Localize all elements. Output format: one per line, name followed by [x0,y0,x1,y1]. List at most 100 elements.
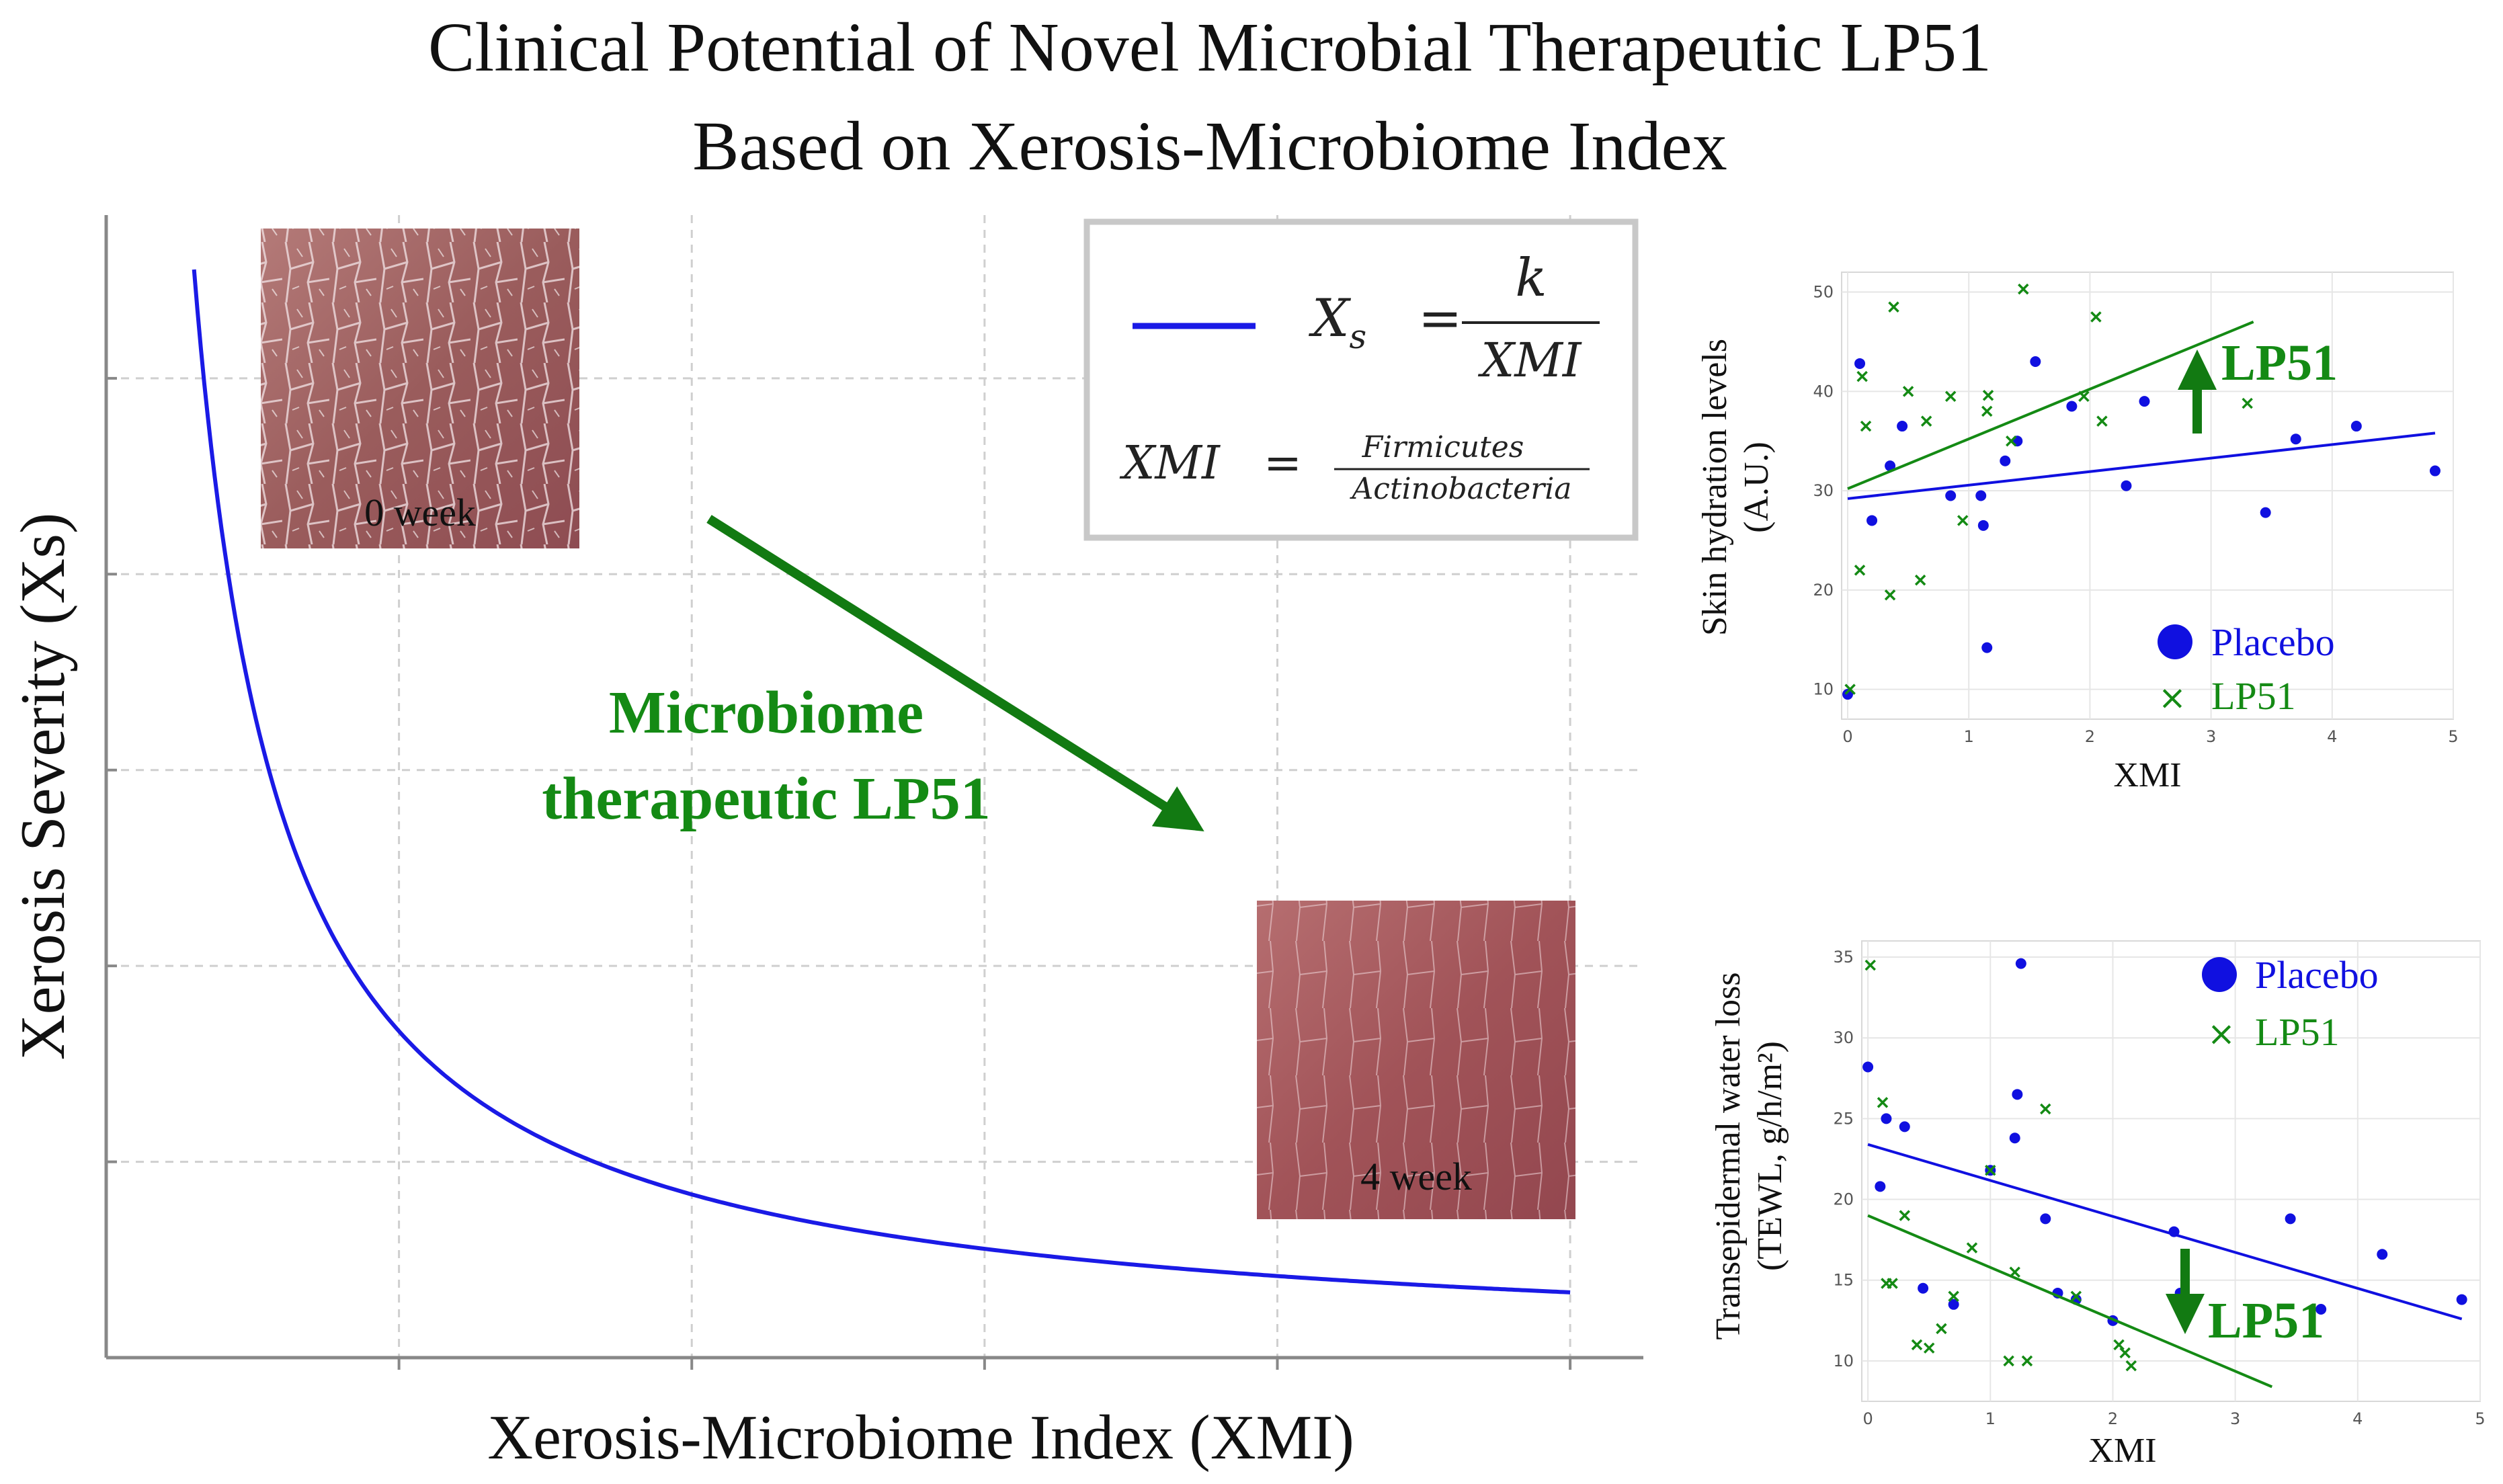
tewl-chart: 0 1 2 3 4 5 10 15 20 25 30 35 XMI Transepidermal wa… [1709,940,2486,1470]
hyd-y-tick-label-3: 40 [1813,382,1834,401]
hyd-lp51-point-5 [1888,301,1899,313]
hydration-legend-lp51-x: × [2158,678,2186,717]
tewl-lp51-point-17 [2119,1347,2131,1359]
hyd-x-tick-label-0: 0 [1842,727,1852,746]
formula-firmicutes: Firmicutes [1362,430,1524,464]
formula-actinobacteria: Actinobacteria [1349,472,1571,506]
hyd-placebo-point-13 [2121,480,2132,491]
formula-xmi-lhs: XMI [1119,437,1221,490]
figure-title-line2: Based on Xerosis-Microbiome Index [692,108,1727,185]
tewl-x-tick-label-0: 0 [1862,1409,1873,1428]
hyd-lp51-point-8 [1920,415,1932,427]
tewl-y-tick-label-0: 10 [1833,1352,1854,1370]
tewl-lp51-point-8 [1948,1290,1959,1303]
tewl-y-tick-label-3: 25 [1833,1109,1854,1128]
before-image-label: 0 week [364,491,476,534]
hyd-placebo-point-15 [2260,507,2271,518]
hyd-x-tick-label-1: 1 [1964,727,1974,746]
tewl-placebo-point-17 [2315,1304,2327,1315]
annotation-line1: Microbiome [609,679,924,746]
tewl-lp51-point-3 [1887,1278,1898,1289]
figure-title-line1: Clinical Potential of Novel Microbial Th… [428,9,1992,86]
hyd-lp51-point-12 [1982,390,1994,401]
tewl-lp51-point-5 [1911,1339,1923,1351]
hydration-ticks: 0 1 2 3 4 5 10 20 30 40 50 [1813,283,2458,746]
hyd-y-tick-label-4: 50 [1813,283,1834,302]
tewl-x-tick-label-4: 4 [2352,1409,2363,1428]
hyd-x-tick-label-4: 4 [2327,727,2337,746]
tewl-lp51-point-9 [1966,1242,1978,1253]
hyd-placebo-point-11 [2030,356,2041,367]
hyd-lp51-point-13 [2006,435,2017,447]
hyd-fit-placebo [1847,431,2436,500]
hyd-placebo-point-5 [1945,490,1957,501]
hyd-placebo-point-2 [1866,515,1878,526]
hydration-grid [1841,272,2454,720]
hyd-placebo-point-8 [1981,642,1993,653]
tewl-placebo-point-14 [2168,1226,2180,1237]
hyd-lp51-point-4 [1884,589,1896,601]
hyd-placebo-point-12 [2066,401,2078,412]
tewl-y-label-2: (TEWL, g/h/m²) [1751,1041,1789,1271]
hyd-placebo-point-18 [2429,465,2440,477]
tewl-x-tick-label-2: 2 [2108,1409,2118,1428]
tewl-legend-placebo-dot [2202,957,2237,992]
formula-legend-box: Xs = k XMI XMI = Firmicutes Actinobacter… [1083,218,1639,541]
tewl-x-tick-label-5: 5 [2475,1409,2485,1428]
tewl-lp51-point-10 [1985,1165,1996,1176]
hyd-lp51-point-0 [1844,684,1856,695]
tewl-placebo-point-7 [2009,1132,2020,1144]
hyd-lp51-point-16 [2090,311,2102,323]
tewl-lp51-point-12 [2009,1266,2020,1278]
tewl-legend-placebo: Placebo [2255,953,2379,997]
tewl-lp51-point-18 [2125,1360,2137,1372]
hyd-lp51-point-17 [2096,415,2108,427]
hydration-legend-lp51: LP51 [2211,674,2296,718]
hyd-x-tick-label-3: 3 [2206,727,2216,746]
hydration-y-label-2: (A.U.) [1737,442,1776,533]
tewl-placebo-point-0 [1862,1061,1874,1073]
hyd-lp51-point-18 [2242,397,2253,409]
tewl-lp51-point-16 [2113,1339,2125,1351]
hydration-up-arrow [2178,349,2217,434]
tewl-fit-placebo [1867,1143,2463,1321]
tewl-placebo-point-19 [2456,1294,2467,1305]
hyd-y-tick-label-0: 10 [1813,680,1834,699]
hyd-placebo-point-6 [1975,490,1987,501]
tewl-annotation: LP51 [2208,1292,2324,1349]
hyd-frame [1841,272,2454,720]
hyd-placebo-point-1 [1854,358,1866,369]
tewl-placebo-point-18 [2377,1249,2388,1260]
tewl-placebo-point-2 [1881,1113,1892,1124]
tewl-placebo-point-1 [1875,1181,1886,1192]
tewl-placebo-point-3 [1899,1121,1910,1132]
main-curve-line [192,269,1571,1294]
tewl-placebo-point-16 [2285,1213,2296,1225]
hyd-lp51-point-1 [1854,565,1866,576]
tewl-lp51-point-15 [2070,1290,2082,1303]
hyd-placebo-point-0 [1842,689,1854,700]
tewl-x-tick-label-3: 3 [2230,1409,2240,1428]
tewl-lp51-point-13 [2021,1355,2033,1367]
formula-equals: = [1418,288,1462,349]
hyd-lp51-point-2 [1856,370,1868,382]
tewl-y-tick-label-2: 20 [1833,1190,1854,1209]
tewl-lp51-point-11 [2003,1355,2014,1367]
hyd-x-tick-label-5: 5 [2448,727,2458,746]
formula-denominator: XMI [1477,333,1582,388]
hyd-placebo-point-14 [2139,396,2150,407]
tewl-y-tick-label-5: 35 [1833,948,1854,966]
tewl-ticks: 0 1 2 3 4 5 10 15 20 25 30 35 [1833,948,2485,1428]
hydration-y-label-1: Skin hydration levels [1696,339,1734,636]
hyd-placebo-point-17 [2350,421,2362,432]
tewl-x-label: XMI [2088,1432,2156,1470]
main-chart-ticks [105,376,1572,1370]
tewl-lp51-point-6 [1923,1342,1935,1354]
tewl-placebo-point-8 [2012,1089,2023,1100]
tewl-lp51-point-7 [1936,1323,1947,1335]
therapy-arrow [706,515,1204,831]
formula-xs: Xs [1308,288,1366,356]
tewl-placebo-point-9 [2015,958,2026,969]
